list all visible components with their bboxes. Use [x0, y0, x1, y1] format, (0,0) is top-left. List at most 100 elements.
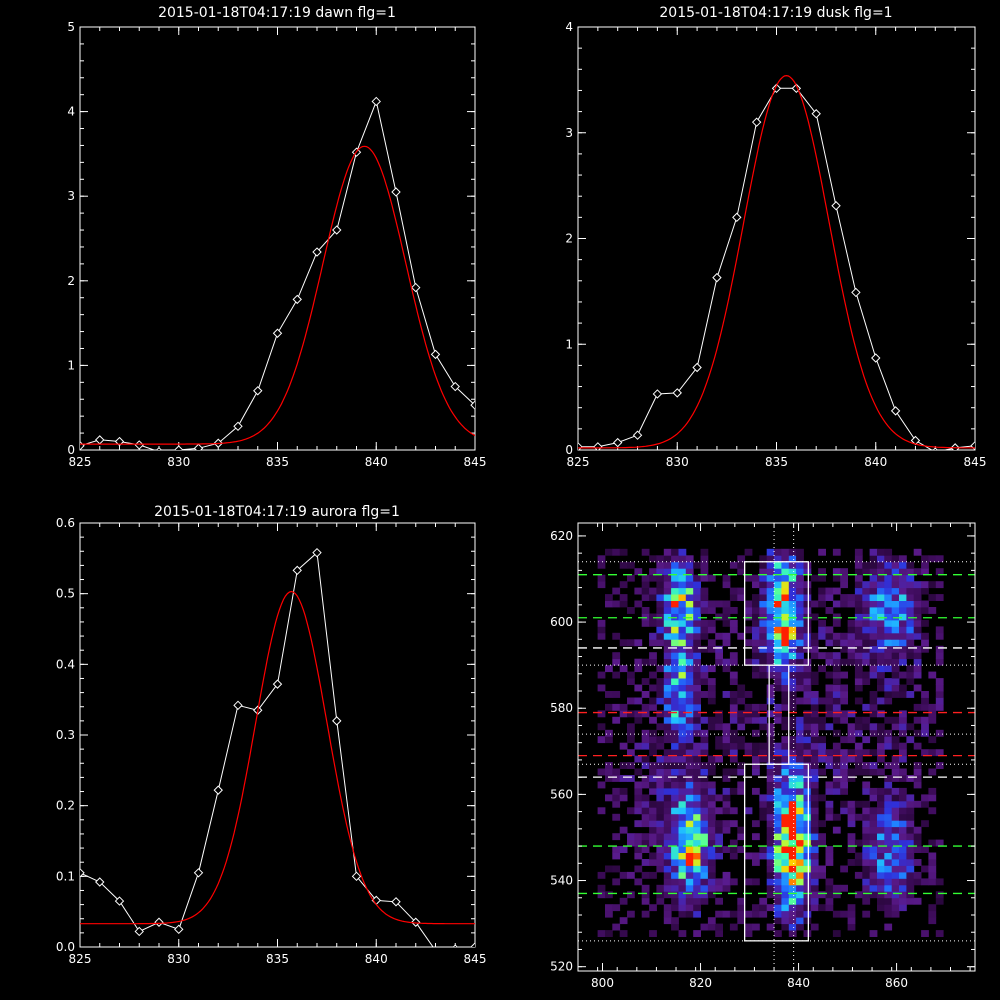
heatmap-cell: [899, 607, 907, 614]
heatmap-cell: [693, 768, 701, 776]
heatmap-cell: [715, 742, 723, 750]
heatmap-cell: [693, 826, 701, 834]
heatmap-cell: [913, 839, 922, 847]
heatmap-cell: [752, 665, 760, 673]
heatmap-cell: [796, 846, 804, 853]
heatmap-cell: [774, 755, 782, 763]
heatmap-cell: [693, 839, 701, 847]
heatmap-cell: [847, 768, 856, 776]
heatmap-cell: [913, 652, 922, 660]
heatmap-cell: [656, 619, 665, 627]
heatmap-cell: [693, 665, 701, 673]
heatmap-cell: [891, 865, 900, 873]
heatmap-cell: [707, 839, 716, 847]
heatmap-cell: [840, 716, 848, 724]
heatmap-cell: [774, 846, 782, 853]
heatmap-cell: [685, 897, 694, 905]
heatmap-cell: [649, 703, 657, 711]
heatmap-cell: [678, 645, 687, 653]
heatmap-cell: [671, 755, 679, 763]
heatmap-cell: [693, 742, 701, 750]
heatmap-cell: [663, 807, 672, 815]
heatmap-cell: [810, 923, 819, 931]
heatmap-cell: [693, 561, 701, 569]
heatmap-cell: [663, 600, 672, 608]
heatmap-cell: [671, 652, 679, 660]
heatmap-cell: [707, 917, 716, 925]
heatmap-cell: [685, 787, 694, 795]
heatmap-cell: [612, 846, 621, 853]
heatmap-cell: [671, 917, 679, 925]
heatmap-cell: [796, 678, 804, 685]
heatmap-cell: [678, 736, 687, 744]
heatmap-cell: [774, 594, 782, 601]
heatmap-cell: [840, 671, 848, 679]
heatmap-cell: [774, 813, 782, 821]
heatmap-cell: [627, 561, 635, 569]
heatmap-cell: [781, 871, 790, 879]
heatmap-cell: [884, 600, 893, 608]
heatmap-cell: [707, 787, 716, 795]
heatmap-cell: [884, 923, 893, 931]
heatmap-cell: [641, 839, 650, 847]
heatmap-cell: [774, 820, 782, 828]
heatmap-cell: [788, 800, 797, 808]
heatmap-cell: [612, 904, 621, 912]
heatmap-cell: [744, 626, 753, 634]
heatmap-cell: [803, 671, 812, 679]
heatmap-cell: [722, 820, 731, 828]
heatmap-cell: [899, 768, 907, 776]
data-point-marker: [434, 945, 437, 947]
heatmap-cell: [788, 749, 797, 757]
heatmap-cell: [744, 878, 753, 886]
panel-dawn-spectrum: 2015-01-18T04:17:19 dawn flg=1 825 830 835…: [67, 5, 486, 469]
heatmap-cell: [921, 639, 929, 647]
heatmap-cell: [832, 652, 841, 660]
heatmap-cell: [766, 742, 775, 750]
heatmap-cell: [862, 787, 871, 795]
heatmap-cell: [700, 632, 709, 640]
heatmap-cell: [715, 910, 723, 918]
heatmap-cell: [810, 800, 819, 808]
heatmap-cell: [877, 787, 885, 795]
heatmap-cell: [766, 762, 775, 769]
heatmap-cell: [928, 716, 937, 724]
heatmap-cell: [928, 904, 937, 912]
heatmap-cell: [810, 639, 819, 647]
heatmap-cell: [869, 768, 878, 776]
heatmap-cell: [656, 897, 665, 905]
heatmap-cell: [928, 910, 937, 918]
heatmap-cell: [774, 826, 782, 834]
heatmap-cell: [832, 619, 841, 627]
heatmap-cell: [663, 671, 672, 679]
heatmap-cell: [847, 923, 856, 931]
heatmap-cell: [877, 561, 885, 569]
heatmap-cell: [752, 619, 760, 627]
heatmap-cell: [685, 910, 694, 918]
heatmap-cell: [803, 904, 812, 912]
heatmap-cell: [597, 768, 606, 776]
heatmap-cell: [752, 833, 760, 841]
heatmap-cell: [781, 904, 790, 912]
heatmap-cell: [796, 871, 804, 879]
heatmap-cell: [899, 658, 907, 666]
heatmap-cell: [825, 594, 834, 601]
heatmap-cell: [612, 794, 621, 802]
heatmap-cell: [671, 697, 679, 705]
heatmap-cell: [803, 768, 812, 776]
heatmap-cell: [788, 787, 797, 795]
heatmap-cell: [869, 548, 878, 556]
heatmap-cell: [597, 723, 606, 731]
heatmap-cell: [832, 548, 841, 556]
heatmap-cell: [788, 859, 797, 866]
heatmap-cell: [877, 826, 885, 834]
heatmap-cell: [641, 691, 650, 698]
heatmap-cell: [737, 910, 746, 918]
heatmap-cell: [921, 619, 929, 627]
heatmap-cell: [913, 587, 922, 595]
heatmap-cell: [685, 904, 694, 912]
heatmap-cell: [656, 555, 665, 563]
heatmap-cell: [781, 865, 790, 873]
heatmap-cell: [906, 645, 915, 653]
heatmap-cell: [656, 833, 665, 841]
